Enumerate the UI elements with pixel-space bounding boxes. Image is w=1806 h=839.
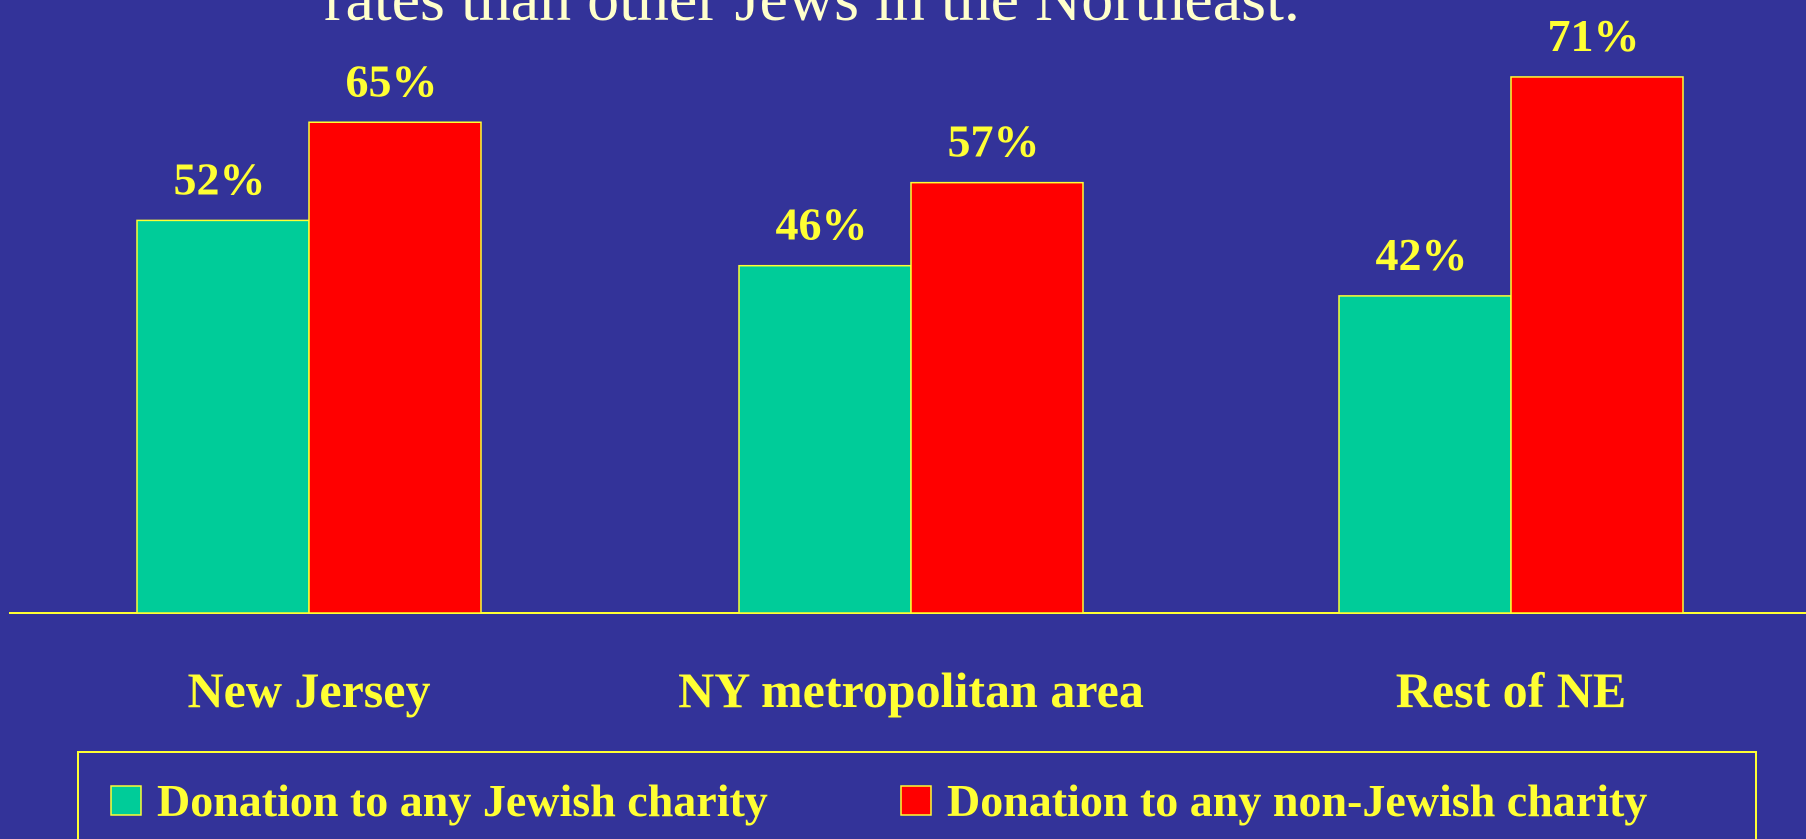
bar	[1510, 76, 1684, 614]
legend-label: Donation to any Jewish charity	[157, 775, 768, 826]
legend-box	[77, 751, 1757, 839]
x-tick-label: Rest of NE	[1396, 662, 1627, 718]
bar	[136, 219, 310, 614]
bar	[1338, 295, 1512, 614]
bar	[308, 121, 482, 614]
value-label: 46%	[776, 199, 868, 250]
bar	[738, 264, 912, 614]
value-label: 57%	[948, 116, 1040, 167]
x-tick-label: New Jersey	[188, 662, 431, 718]
legend-swatch	[900, 785, 932, 816]
legend-label: Donation to any non-Jewish charity	[947, 775, 1647, 826]
bar	[910, 181, 1084, 614]
x-tick-label: NY metropolitan area	[678, 662, 1144, 718]
value-label: 65%	[346, 55, 438, 106]
value-label: 52%	[174, 153, 266, 204]
value-label: 71%	[1548, 10, 1640, 61]
chart-title: rates than other Jews in the Northeast.	[324, 0, 1300, 34]
value-label: 42%	[1376, 229, 1468, 280]
legend-swatch	[110, 785, 142, 816]
